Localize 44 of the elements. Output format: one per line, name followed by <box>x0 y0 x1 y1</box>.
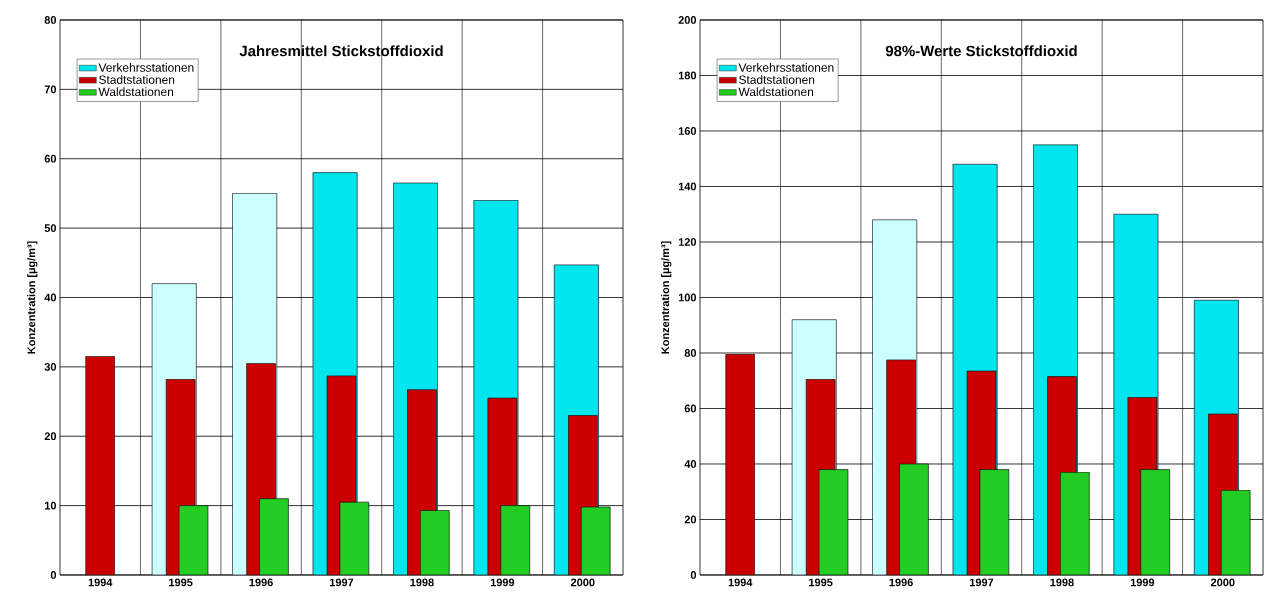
y-tick-label: 100 <box>678 293 697 302</box>
x-tick-label: 1994 <box>728 578 753 587</box>
y-tick-label: 40 <box>44 293 57 302</box>
legend-label: Verkehrsstationen <box>738 63 834 72</box>
legend-label: Verkehrsstationen <box>98 63 194 72</box>
text: Jahresmittel Stickstoffdioxid <box>239 45 443 57</box>
y-tick-label: 120 <box>678 238 697 246</box>
y-tick-label: 0 <box>50 571 57 579</box>
y-tick-label: 60 <box>684 404 697 413</box>
x-tick-label: 1998 <box>1050 578 1074 587</box>
x-tick-label: 1995 <box>809 578 833 587</box>
x-tick-label: 1997 <box>330 578 354 587</box>
y-tick-label: 60 <box>44 154 57 163</box>
text: 98%-Werte Stickstoffdioxid <box>885 45 1077 57</box>
y-tick-label: 200 <box>678 16 697 24</box>
y-tick-label: 180 <box>678 71 697 80</box>
x-tick-label: 1999 <box>1130 578 1155 587</box>
y-tick-label: 160 <box>678 127 697 135</box>
legend-label: Waldstationen <box>738 87 814 97</box>
x-tick-label: 2000 <box>1210 578 1235 587</box>
x-tick-label: 1996 <box>249 578 273 587</box>
x-tick-label: 2000 <box>570 578 595 587</box>
y-axis-title: Konzentration [µg/m³] <box>27 241 38 354</box>
y-tick-label: 0 <box>690 571 697 579</box>
y-tick-label: 140 <box>678 182 697 191</box>
legend-label: Stadtstationen <box>739 75 815 84</box>
x-tick-label: 1999 <box>490 578 515 587</box>
y-tick-label: 30 <box>44 362 57 371</box>
x-tick-label: 1996 <box>889 578 913 587</box>
legend-label: Waldstationen <box>98 87 174 97</box>
y-tick-label: 50 <box>44 224 57 232</box>
legend-label: Stadtstationen <box>99 75 175 84</box>
y-axis-title: Konzentration [µg/m³] <box>661 241 672 354</box>
y-tick-label: 40 <box>684 460 697 468</box>
x-tick-label: 1998 <box>410 578 434 587</box>
x-tick-label: 1995 <box>169 578 193 587</box>
y-tick-label: 20 <box>684 515 697 524</box>
x-tick-label: 1997 <box>970 578 994 587</box>
y-tick-label: 10 <box>44 501 57 510</box>
y-tick-label: 80 <box>684 349 697 357</box>
x-tick-label: 1994 <box>88 578 113 587</box>
y-tick-label: 70 <box>44 85 57 94</box>
y-tick-label: 20 <box>44 432 57 441</box>
y-tick-label: 80 <box>44 16 57 24</box>
